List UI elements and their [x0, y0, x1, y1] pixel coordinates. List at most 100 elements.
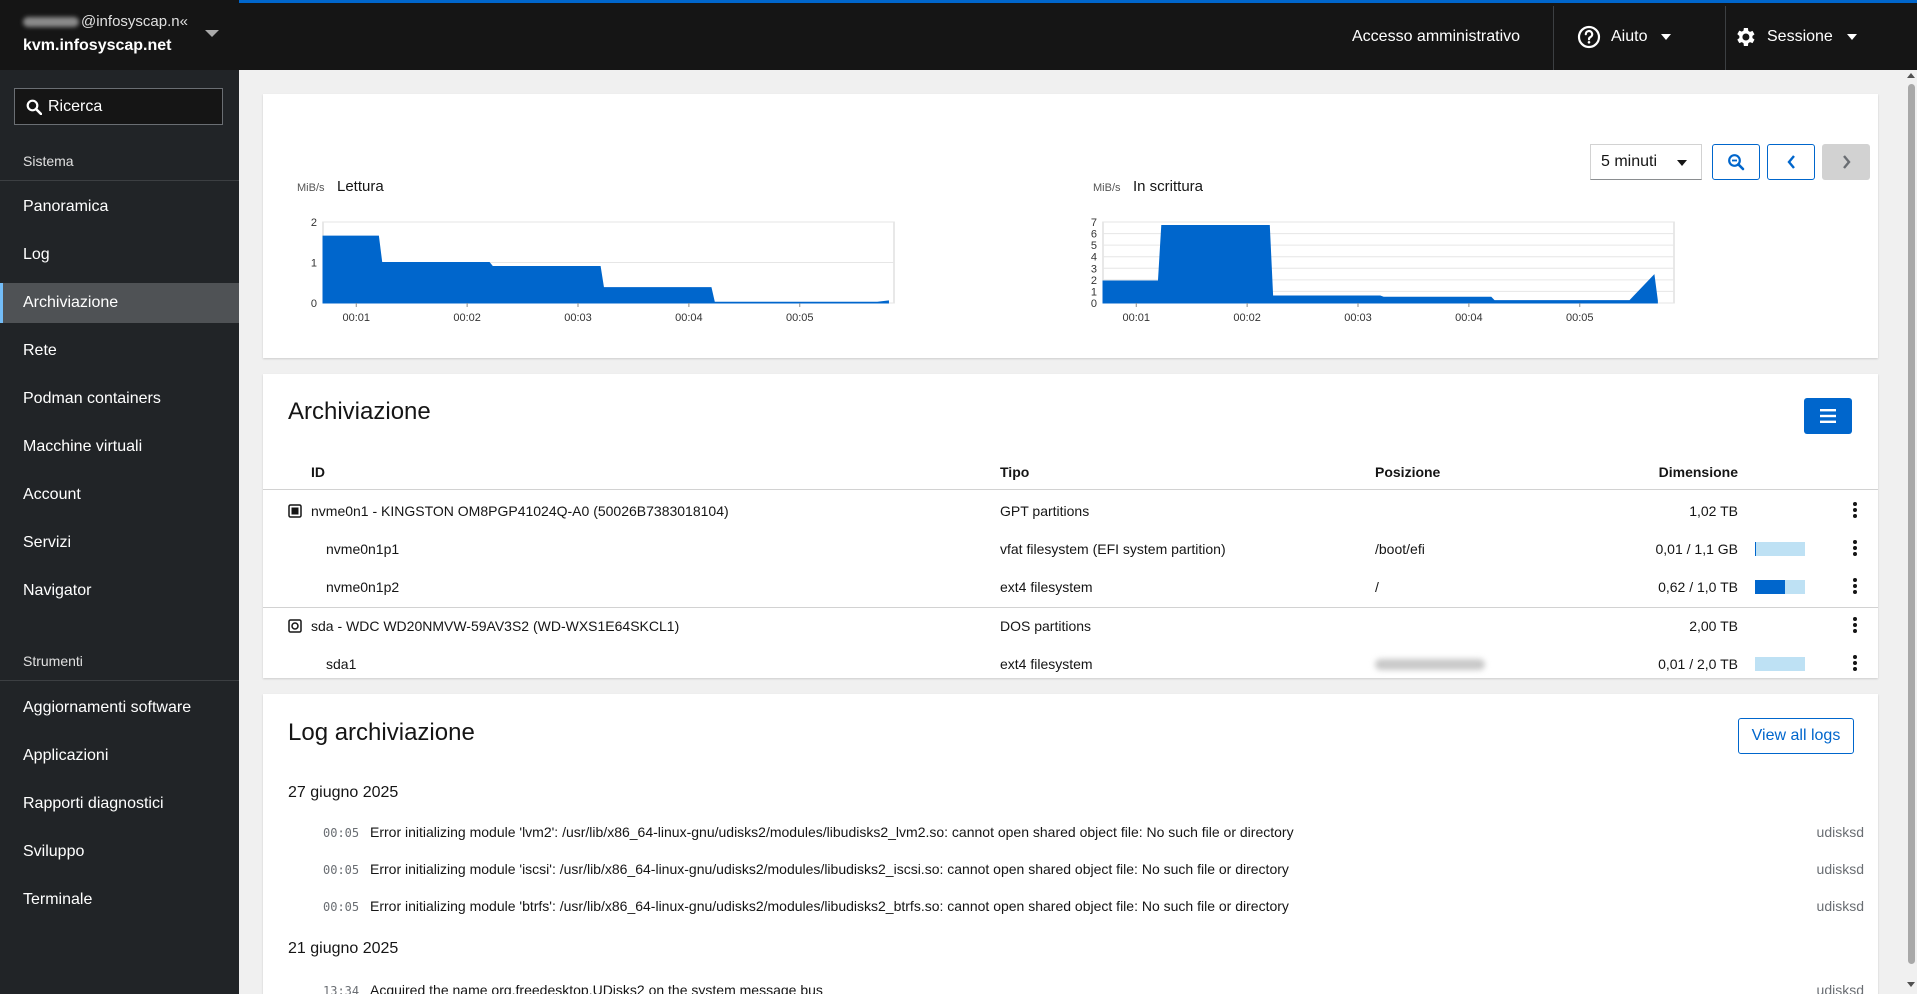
kebab-menu-icon[interactable] — [1853, 502, 1857, 520]
caret-down-icon — [1661, 33, 1672, 40]
sidebar-item-account[interactable]: Account — [23, 486, 81, 503]
x-tick-label: 00:04 — [1455, 312, 1483, 324]
scrollbar-thumb[interactable] — [1908, 84, 1915, 964]
sidebar-item-macchine-virtuali[interactable]: Macchine virtuali — [23, 438, 143, 455]
row-type: DOS partitions — [1000, 618, 1092, 634]
row-type: GPT partitions — [1000, 503, 1090, 519]
table-row[interactable]: nvme0n1p1 — [326, 541, 400, 557]
y-tick-label: 2 — [311, 217, 317, 229]
nav-divider — [0, 680, 239, 681]
io-charts-card: 5 minuti MiB/s Lettura 0 1 2 00:01 00:02 00:0… — [263, 94, 1878, 358]
zoom-button[interactable] — [1712, 144, 1760, 180]
help-menu-button[interactable]: Aiuto — [1577, 3, 1672, 70]
scroll-down-icon[interactable] — [1907, 982, 1915, 987]
sidebar-item-panoramica[interactable]: Panoramica — [23, 198, 109, 215]
row-type: ext4 filesystem — [1000, 579, 1093, 595]
scrollbar[interactable] — [1905, 70, 1917, 994]
storage-log-title: Log archiviazione — [288, 719, 475, 746]
sidebar-item-log[interactable]: Log — [23, 246, 50, 263]
host-name: kvm.infosyscap.net — [23, 37, 172, 54]
sidebar-item-applicazioni[interactable]: Applicazioni — [23, 747, 109, 764]
sidebar-item-navigator[interactable]: Navigator — [23, 582, 92, 599]
table-row[interactable]: sda1 — [326, 656, 357, 672]
table-row[interactable]: nvme0n1 - KINGSTON OM8PGP41024Q-A0 (5002… — [311, 503, 729, 519]
next-button[interactable] — [1822, 144, 1870, 180]
log-source: udisksd — [1816, 898, 1864, 914]
session-menu-button[interactable]: Sessione — [1733, 3, 1857, 70]
row-position: /boot/efi — [1375, 541, 1425, 557]
host-switcher[interactable]: @infosyscap.n« kvm.infosyscap.net — [0, 0, 239, 70]
sidebar-item-podman[interactable]: Podman containers — [23, 390, 161, 407]
storage-menu-button[interactable] — [1804, 398, 1852, 434]
storage-title: Archiviazione — [288, 398, 431, 425]
search-box[interactable] — [14, 88, 223, 125]
log-entry[interactable]: Error initializing module 'iscsi': /usr/… — [370, 861, 1289, 877]
x-tick-label: 00:01 — [1122, 312, 1150, 324]
sidebar-item-servizi[interactable]: Servizi — [23, 534, 72, 551]
col-header-type[interactable]: Tipo — [1000, 464, 1030, 480]
nav-section-strumenti: Strumenti — [23, 653, 83, 669]
log-date: 27 giugno 2025 — [288, 784, 399, 801]
usage-bar — [1755, 580, 1805, 594]
hdd-icon — [288, 619, 302, 633]
kebab-menu-icon[interactable] — [1853, 655, 1857, 673]
chart-write-title: In scrittura — [1133, 178, 1204, 195]
usage-bar — [1755, 542, 1805, 556]
sidebar-item-terminale[interactable]: Terminale — [23, 891, 93, 908]
chevron-down-icon[interactable] — [205, 30, 219, 37]
time-range-select[interactable]: 5 minuti — [1590, 144, 1702, 180]
chart-read: 0 1 2 00:01 00:02 00:03 00:04 00:05 — [311, 217, 895, 324]
col-header-size[interactable]: Dimensione — [1658, 464, 1738, 480]
caret-down-icon — [1846, 33, 1857, 40]
sidebar-item-rapporti[interactable]: Rapporti diagnostici — [23, 795, 164, 812]
previous-button[interactable] — [1767, 144, 1815, 180]
kebab-menu-icon[interactable] — [1853, 617, 1857, 635]
sidebar-item-rete[interactable]: Rete — [23, 342, 57, 359]
scroll-up-icon[interactable] — [1907, 73, 1915, 78]
log-entry[interactable]: Acquired the name org.freedesktop.UDisks… — [370, 982, 823, 994]
y-tick-label: 6 — [1091, 229, 1097, 241]
sidebar-item-archiviazione[interactable]: Archiviazione — [0, 283, 239, 323]
nav-section-sistema: Sistema — [23, 153, 74, 169]
log-source: udisksd — [1816, 861, 1864, 877]
sidebar-item-aggiornamenti[interactable]: Aggiornamenti software — [23, 699, 192, 716]
storage-card: Archiviazione ID Tipo Posizione Dimensio… — [263, 374, 1878, 678]
chart-read-unit: MiB/s — [297, 182, 325, 194]
sidebar: @infosyscap.n« kvm.infosyscap.net Sistem… — [0, 0, 239, 994]
nav-divider — [0, 180, 239, 181]
col-header-id[interactable]: ID — [311, 464, 325, 480]
row-size: 2,00 TB — [1689, 618, 1738, 634]
x-tick-label: 00:01 — [342, 312, 370, 324]
view-all-logs-button[interactable]: View all logs — [1738, 718, 1854, 754]
chart-read-title: Lettura — [337, 178, 384, 195]
row-size: 0,01 / 2,0 TB — [1658, 656, 1738, 672]
x-tick-label: 00:03 — [1344, 312, 1372, 324]
y-tick-label: 7 — [1091, 217, 1097, 229]
row-type: vfat filesystem (EFI system partition) — [1000, 541, 1226, 557]
col-header-position[interactable]: Posizione — [1375, 464, 1441, 480]
host-user: @infosyscap.n« — [23, 13, 188, 30]
menu-icon — [1820, 409, 1836, 423]
row-divider — [263, 607, 1878, 608]
table-row[interactable]: sda - WDC WD20NMVW-59AV3S2 (WD-WXS1E64SK… — [311, 618, 680, 634]
main-content: 5 minuti MiB/s Lettura 0 1 2 00:01 00:02 00:0… — [239, 70, 1905, 994]
kebab-menu-icon[interactable] — [1853, 540, 1857, 558]
x-tick-label: 00:04 — [675, 312, 703, 324]
table-row[interactable]: nvme0n1p2 — [326, 579, 400, 595]
disk-icon — [288, 504, 302, 518]
search-icon — [26, 99, 42, 115]
series-area — [322, 235, 889, 304]
admin-access-button[interactable]: Accesso amministrativo — [1352, 27, 1521, 45]
sidebar-item-sviluppo[interactable]: Sviluppo — [23, 843, 85, 860]
kebab-menu-icon[interactable] — [1853, 578, 1857, 596]
x-tick-label: 00:05 — [1566, 312, 1594, 324]
search-input[interactable] — [48, 94, 218, 120]
log-entry[interactable]: Error initializing module 'lvm2': /usr/l… — [370, 824, 1294, 840]
row-position: / — [1375, 579, 1379, 595]
log-entry[interactable]: Error initializing module 'btrfs': /usr/… — [370, 898, 1289, 914]
row-type: ext4 filesystem — [1000, 656, 1093, 672]
y-tick-label: 1 — [1091, 286, 1097, 298]
log-source: udisksd — [1816, 824, 1864, 840]
row-size: 0,01 / 1,1 GB — [1655, 541, 1739, 557]
